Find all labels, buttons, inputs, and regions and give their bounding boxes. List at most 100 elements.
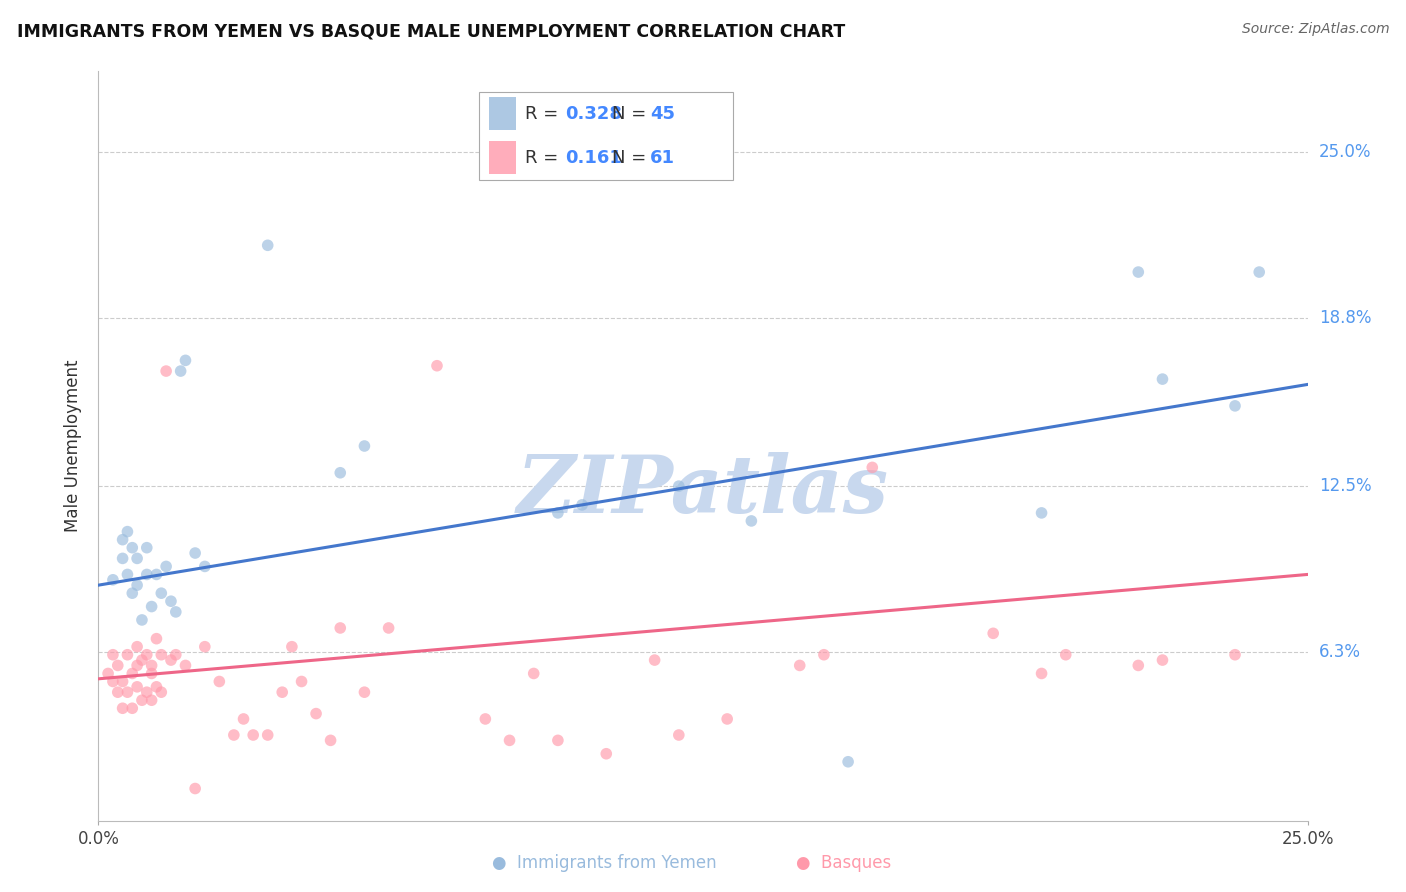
Point xyxy=(1128,658,1150,673)
Point xyxy=(256,728,278,742)
Point xyxy=(131,653,153,667)
Point xyxy=(1031,506,1053,520)
Point xyxy=(174,353,197,368)
Point xyxy=(107,685,129,699)
Point xyxy=(111,674,134,689)
Point xyxy=(194,640,217,654)
Point xyxy=(232,712,254,726)
Point xyxy=(353,685,375,699)
Point xyxy=(135,648,157,662)
Point xyxy=(329,621,352,635)
Point xyxy=(644,653,666,667)
Point xyxy=(101,573,124,587)
Text: 25.0%: 25.0% xyxy=(1319,143,1371,161)
Point xyxy=(377,621,399,635)
Point xyxy=(165,605,187,619)
Point xyxy=(837,755,859,769)
Point xyxy=(305,706,328,721)
Point xyxy=(256,238,278,252)
Text: N =: N = xyxy=(613,149,652,167)
Text: R =: R = xyxy=(526,104,564,123)
Point xyxy=(668,728,690,742)
Point xyxy=(127,551,149,566)
Point xyxy=(716,712,738,726)
Point xyxy=(150,586,173,600)
Point xyxy=(571,498,593,512)
Text: 45: 45 xyxy=(650,104,675,123)
Point xyxy=(121,701,143,715)
Point xyxy=(1223,399,1246,413)
Point xyxy=(127,578,149,592)
Point xyxy=(117,567,139,582)
Point xyxy=(160,594,183,608)
Point xyxy=(523,666,546,681)
Point xyxy=(117,685,139,699)
Point xyxy=(117,524,139,539)
Point xyxy=(353,439,375,453)
Point xyxy=(155,364,177,378)
Point xyxy=(121,586,143,600)
Point xyxy=(668,479,690,493)
Text: N =: N = xyxy=(613,104,652,123)
Bar xyxy=(489,97,516,130)
Point xyxy=(813,648,835,662)
Text: 0.161: 0.161 xyxy=(565,149,621,167)
Bar xyxy=(479,92,734,180)
Point xyxy=(1128,265,1150,279)
Point xyxy=(135,685,157,699)
Point xyxy=(740,514,762,528)
Text: 18.8%: 18.8% xyxy=(1319,309,1371,326)
Point xyxy=(127,658,149,673)
Point xyxy=(160,653,183,667)
Point xyxy=(165,648,187,662)
Point xyxy=(184,546,207,560)
Point xyxy=(145,680,167,694)
Point xyxy=(121,541,143,555)
Point xyxy=(329,466,352,480)
Point xyxy=(107,658,129,673)
Point xyxy=(101,674,124,689)
Point xyxy=(222,728,245,742)
Point xyxy=(141,666,163,681)
Point xyxy=(131,693,153,707)
Point xyxy=(150,648,173,662)
Point xyxy=(242,728,264,742)
Point xyxy=(135,541,157,555)
Text: 0.328: 0.328 xyxy=(565,104,623,123)
Point xyxy=(111,533,134,547)
Point xyxy=(194,559,217,574)
Bar xyxy=(489,142,516,175)
Point xyxy=(860,460,883,475)
Point xyxy=(150,685,173,699)
Point xyxy=(474,712,496,726)
Point xyxy=(271,685,294,699)
Point xyxy=(169,364,191,378)
Text: 61: 61 xyxy=(650,149,675,167)
Point xyxy=(547,733,569,747)
Point xyxy=(141,693,163,707)
Point xyxy=(141,658,163,673)
Text: 12.5%: 12.5% xyxy=(1319,477,1371,495)
Text: ●  Basques: ● Basques xyxy=(796,855,891,872)
Point xyxy=(319,733,342,747)
Text: R =: R = xyxy=(526,149,564,167)
Y-axis label: Male Unemployment: Male Unemployment xyxy=(65,359,83,533)
Point xyxy=(290,674,312,689)
Point xyxy=(155,559,177,574)
Text: IMMIGRANTS FROM YEMEN VS BASQUE MALE UNEMPLOYMENT CORRELATION CHART: IMMIGRANTS FROM YEMEN VS BASQUE MALE UNE… xyxy=(17,22,845,40)
Point xyxy=(595,747,617,761)
Point xyxy=(1031,666,1053,681)
Point xyxy=(127,680,149,694)
Text: ●  Immigrants from Yemen: ● Immigrants from Yemen xyxy=(492,855,717,872)
Point xyxy=(131,613,153,627)
Point xyxy=(789,658,811,673)
Point xyxy=(117,648,139,662)
Point xyxy=(127,640,149,654)
Point xyxy=(101,648,124,662)
Text: Source: ZipAtlas.com: Source: ZipAtlas.com xyxy=(1241,22,1389,37)
Point xyxy=(547,506,569,520)
Point xyxy=(1152,653,1174,667)
Point xyxy=(141,599,163,614)
Text: 6.3%: 6.3% xyxy=(1319,643,1361,661)
Point xyxy=(145,632,167,646)
